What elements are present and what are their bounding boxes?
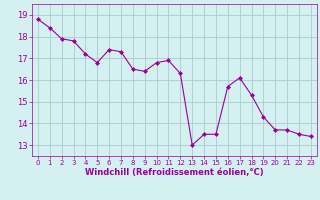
X-axis label: Windchill (Refroidissement éolien,°C): Windchill (Refroidissement éolien,°C) [85, 168, 264, 177]
